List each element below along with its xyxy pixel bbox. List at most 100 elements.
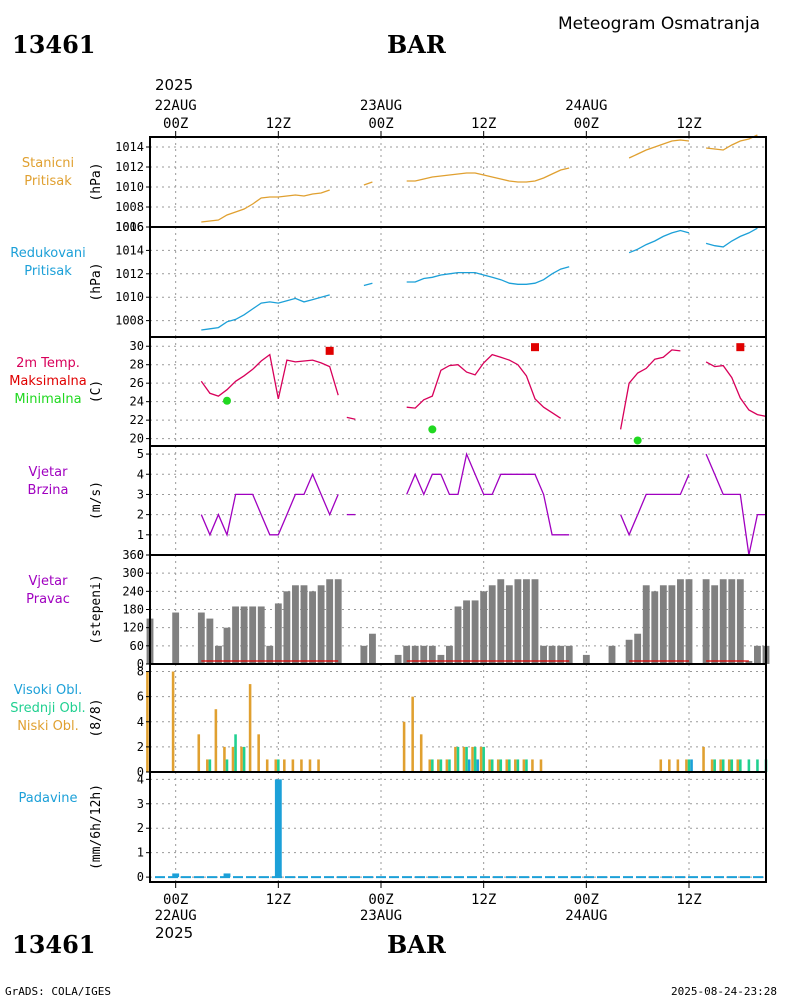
series-line-redukovani <box>201 294 330 331</box>
bar-wind_dir <box>548 645 556 664</box>
bar-wind_dir <box>497 579 505 664</box>
unit-label: (stepeni) <box>89 574 104 644</box>
bar-wind_dir <box>719 579 727 664</box>
y-tick-label: 300 <box>122 566 144 580</box>
x-date-label-top: 23AUG <box>360 98 402 114</box>
bar-wind_dir <box>300 585 308 664</box>
bar-wind_dir <box>172 612 180 664</box>
x-date-label-top: 24AUG <box>565 98 607 114</box>
series-line-redukovani <box>705 227 758 248</box>
panel-name-line: Visoki Obl. <box>14 683 82 698</box>
bar-clouds <box>471 746 474 772</box>
panel-name-line: Pritisak <box>24 264 72 279</box>
panel-name-line: Maksimalna <box>9 374 87 389</box>
y-tick-label: 2 <box>137 508 144 522</box>
panel-precip: 0 1 2 3 4 (mm/6h/12h) Padavine <box>19 771 767 884</box>
bar-clouds <box>473 746 477 772</box>
bar-clouds <box>467 759 471 772</box>
bar-clouds <box>710 759 714 772</box>
marker-minimalna <box>633 436 642 445</box>
y-tick-label: 1014 <box>115 140 144 154</box>
bar-clouds <box>411 696 414 772</box>
panel-frame <box>149 771 767 883</box>
station-id-top: 13461 <box>12 30 96 59</box>
bar-clouds <box>197 734 201 772</box>
panel-name-line: Brzina <box>28 483 69 498</box>
bar-wind_dir <box>625 639 633 664</box>
bar-clouds <box>736 759 740 772</box>
x-tick-label-top: 12Z <box>266 116 291 132</box>
bar-wind_dir <box>608 645 616 664</box>
y-tick-label: 30 <box>130 339 144 353</box>
bar-clouds <box>214 709 218 772</box>
bar-wind_dir <box>488 585 496 664</box>
bar-wind_dir <box>283 591 291 664</box>
y-tick-label: 60 <box>130 639 144 653</box>
y-tick-label: 1010 <box>115 290 144 304</box>
bar-wind_dir <box>446 645 453 664</box>
bar-wind_dir <box>334 579 342 664</box>
bar-wind_dir <box>745 660 753 664</box>
unit-label: (8/8) <box>89 698 104 737</box>
bar-clouds <box>719 759 722 772</box>
bar-wind_dir <box>266 645 274 664</box>
render-timestamp: 2025-08-24-23:28 <box>671 985 777 998</box>
y-tick-label: 120 <box>122 621 144 635</box>
bar-wind_dir <box>292 585 299 664</box>
y-tick-label: 1006 <box>115 220 144 234</box>
bar-clouds <box>721 759 725 772</box>
y-tick-label: 0 <box>137 657 144 671</box>
series-line-temp <box>346 416 356 420</box>
bar-clouds <box>508 759 511 772</box>
bar-wind_dir <box>736 579 744 664</box>
series-line-wind_speed <box>620 474 690 537</box>
bar-wind_dir <box>659 585 667 664</box>
panel-temp: 20 22 24 26 28 30 (C) 2m Temp. Maksimalna Minimal… <box>9 336 767 447</box>
panel-name-line: Pritisak <box>24 174 72 189</box>
marker-minimalna <box>428 425 437 434</box>
y-tick-label: 28 <box>130 358 144 372</box>
bar-clouds <box>242 746 246 772</box>
series-line-stanicni <box>628 139 690 159</box>
bar-clouds <box>747 759 751 772</box>
y-tick-label: 22 <box>130 413 144 427</box>
panel-frame <box>149 136 767 228</box>
panel-name-line: 2m Temp. <box>16 356 80 371</box>
x-tick-label-bottom: 00Z <box>574 892 599 908</box>
bar-clouds <box>462 746 466 772</box>
marker-maksimalna <box>325 346 334 355</box>
y-tick-label: 4 <box>137 467 144 481</box>
x-tick-label-bottom: 00Z <box>163 892 188 908</box>
bar-clouds <box>317 759 320 772</box>
x-tick-label-top: 12Z <box>676 116 701 132</box>
marker-maksimalna <box>531 343 539 352</box>
bar-wind_dir <box>711 585 719 664</box>
bar-clouds <box>277 759 280 772</box>
bar-precip <box>274 779 282 878</box>
bar-clouds <box>499 759 503 772</box>
station-name-bottom: BAR <box>387 930 446 959</box>
bar-clouds <box>234 734 237 772</box>
y-tick-label: 1008 <box>115 314 144 328</box>
bar-wind_dir <box>232 606 239 664</box>
x-tick-label-bottom: 12Z <box>676 892 701 908</box>
bar-clouds <box>439 759 443 772</box>
bar-clouds <box>490 759 494 772</box>
series-line-stanicni <box>363 181 373 186</box>
grads-credit: GrADS: COLA/IGES <box>5 985 111 998</box>
bar-clouds <box>482 746 485 772</box>
bar-clouds <box>702 746 705 772</box>
series-line-wind_speed <box>705 453 766 556</box>
bar-clouds <box>308 759 312 772</box>
series-line-temp <box>705 361 767 418</box>
bar-wind_dir <box>728 579 736 664</box>
bar-wind_dir <box>582 654 590 664</box>
bar-clouds <box>257 734 260 772</box>
y-tick-label: 360 <box>122 548 144 562</box>
bar-clouds <box>539 759 543 772</box>
bar-clouds <box>514 759 517 772</box>
y-tick-label: 1014 <box>115 243 144 257</box>
bar-clouds <box>428 759 432 772</box>
panel-frame <box>149 336 767 447</box>
unit-label: (m/s) <box>89 481 104 520</box>
